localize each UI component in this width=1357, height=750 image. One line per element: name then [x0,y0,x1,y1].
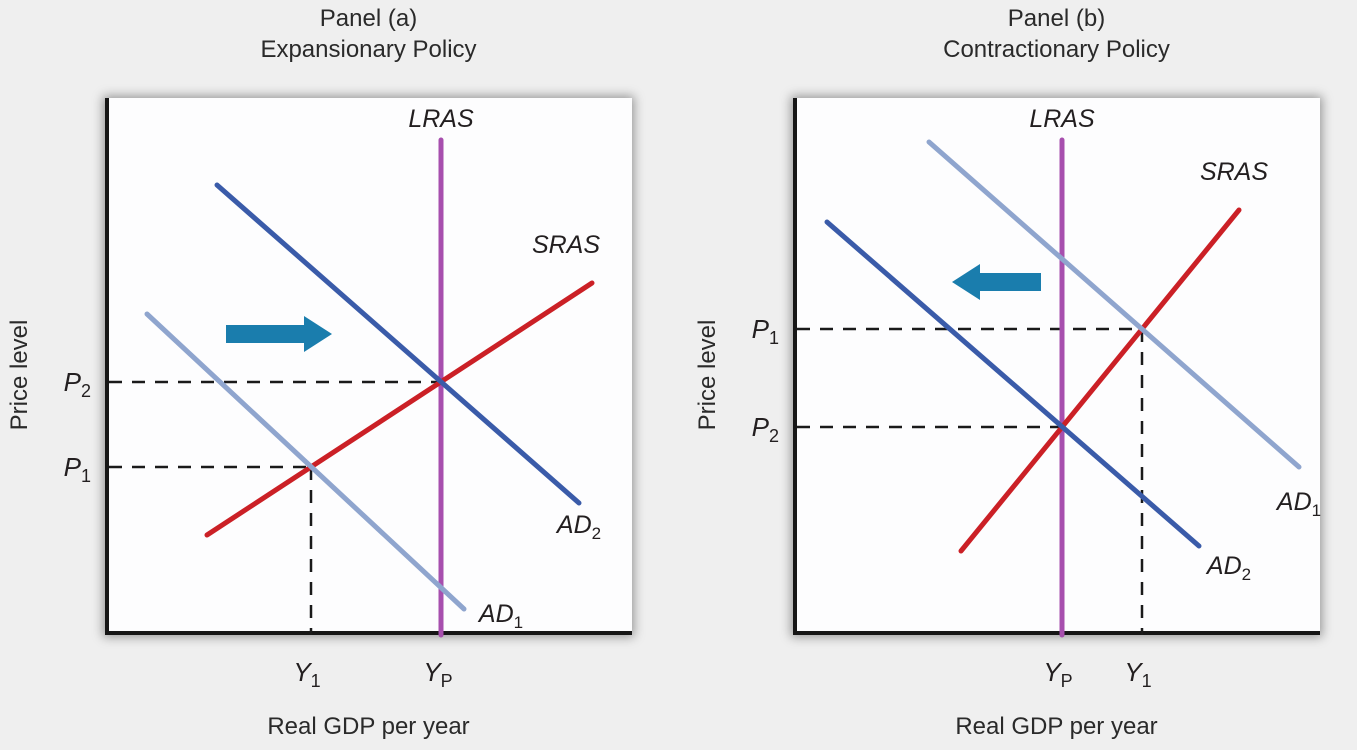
panel-b-y-axis-label: Price level [694,319,721,430]
panel-a-plot-area: LRAS SRAS AD2 AD1 [105,98,632,638]
panel-a-p2-label: P2 [63,367,91,402]
panel-a-yp-label: YP [423,657,453,692]
panel-a-title-line2: Expansionary Policy [260,36,477,63]
panel-b-shift-arrow-left [952,264,1041,300]
panel-a-ad1-curve [144,311,467,612]
panel-b-chart: LRAS SRAS AD1 AD2 [797,105,1321,638]
panel-b-title-line1: Panel (b) [1007,5,1106,32]
panel-a-sras-label: SRAS [532,231,600,259]
panel-a-lras-label: LRAS [408,105,474,133]
panel-b-ad2-label: AD2 [1205,552,1251,584]
panel-a-sras-curve [204,280,595,538]
panel-a-ad2-label: AD2 [555,511,601,543]
panel-b-x-axis-label: Real GDP per year [955,713,1158,740]
panel-a-chart: LRAS SRAS AD2 AD1 [109,105,601,638]
panel-a-y1-label: Y1 [293,657,321,692]
panel-b-sras-label: SRAS [1200,158,1268,186]
panel-a-p1-label: P1 [63,452,91,487]
panel-a-x-axis-label: Real GDP per year [267,713,470,740]
panel-a-ad2-curve [214,182,582,506]
panel-b-plot-area: LRAS SRAS AD1 AD2 [793,98,1321,638]
panel-a-title: Panel (a) Expansionary Policy [149,3,589,65]
panel-a-title-line1: Panel (a) [319,5,418,32]
panel-b-p2-label: P2 [751,412,779,447]
panel-b-title-line2: Contractionary Policy [943,36,1170,63]
panel-b-yp-label: YP [1043,657,1073,692]
panel-b-lras-label: LRAS [1029,105,1095,133]
panel-b-title: Panel (b) Contractionary Policy [837,3,1277,65]
panel-b-ad2-curve [824,219,1202,549]
panel-b-ad1-curve [926,139,1302,470]
panel-b-y1-label: Y1 [1124,657,1152,692]
panel-b-sras-curve [958,207,1242,554]
panel-b-ad1-label: AD1 [1275,488,1321,520]
panel-a-ad1-label: AD1 [477,600,523,632]
panel-b-p1-label: P1 [751,314,779,349]
panel-a-shift-arrow-right [226,316,332,352]
